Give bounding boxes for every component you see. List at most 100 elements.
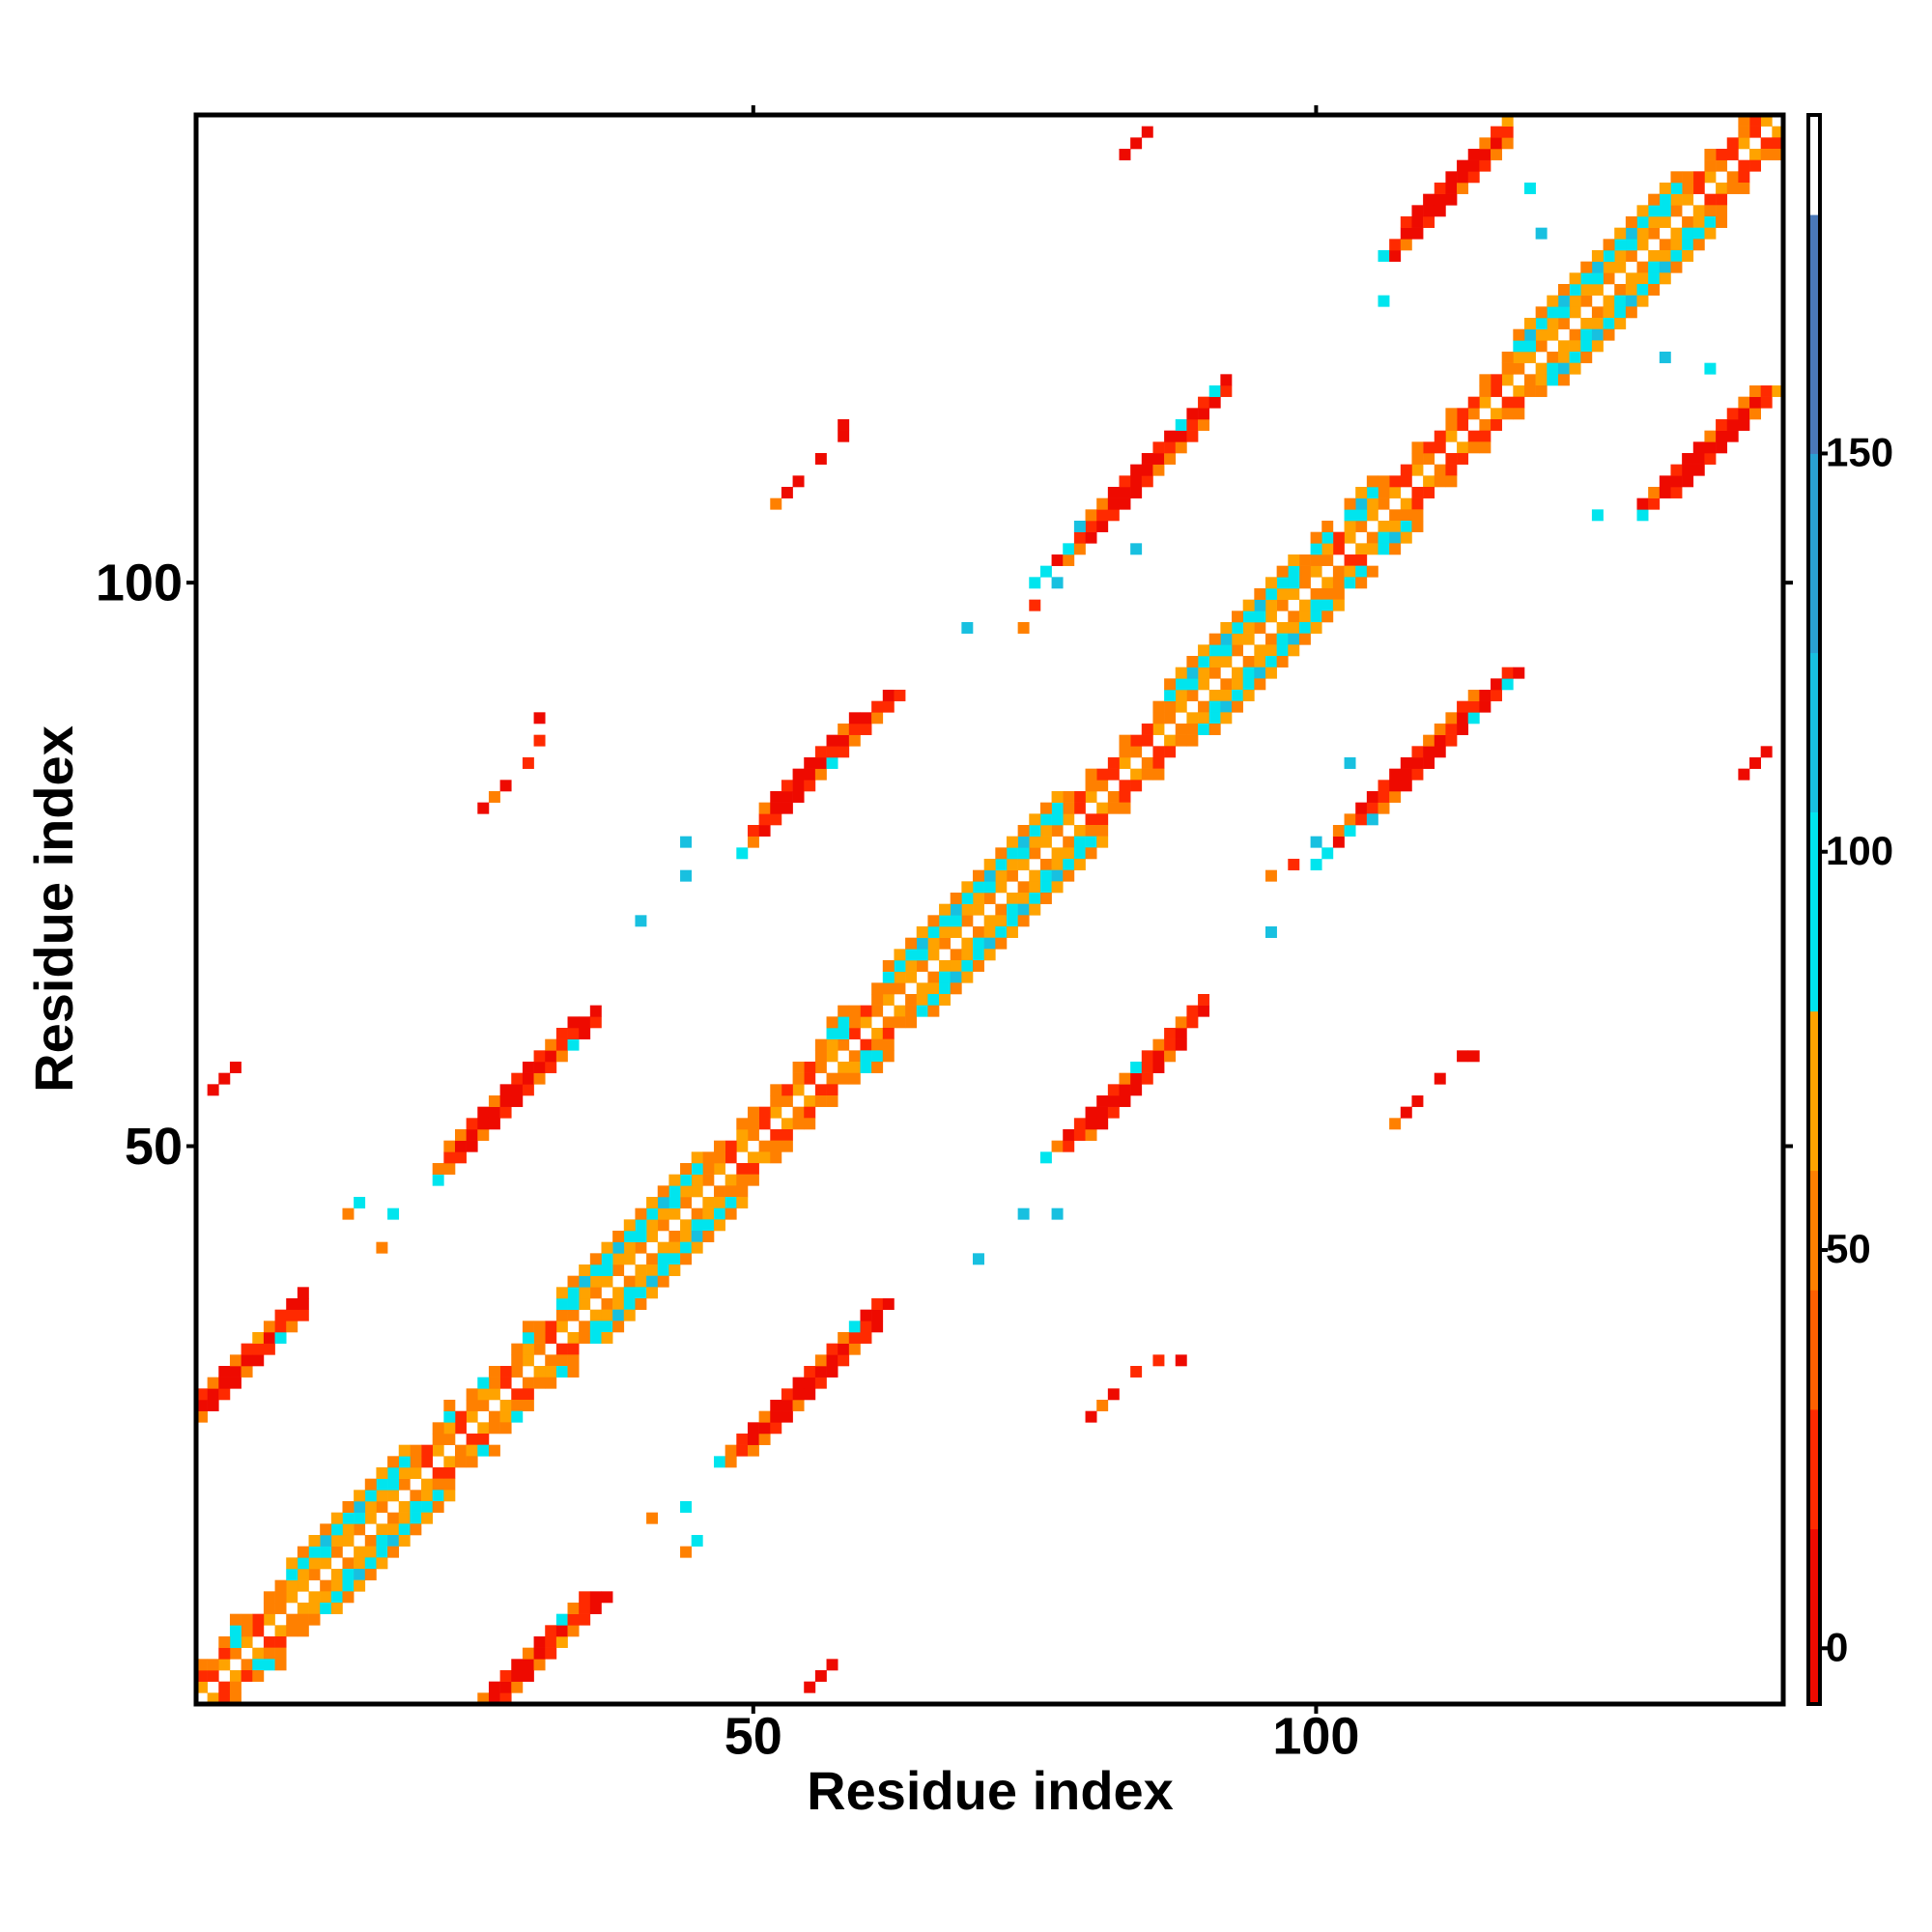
heatmap-cell	[229, 1366, 242, 1378]
heatmap-cell	[1569, 362, 1581, 375]
heatmap-cell	[1479, 385, 1492, 397]
heatmap-cell	[1006, 859, 1018, 870]
heatmap-cell	[736, 1140, 749, 1152]
heatmap-cell	[567, 1366, 580, 1378]
heatmap-cell	[1051, 881, 1064, 894]
heatmap-cell	[894, 690, 906, 701]
heatmap-cell	[555, 1636, 568, 1648]
heatmap-cell	[286, 1298, 298, 1310]
heatmap-cell	[1186, 430, 1199, 442]
heatmap-cell	[860, 1050, 872, 1063]
heatmap-cell	[612, 1298, 625, 1310]
heatmap-cell	[1704, 205, 1717, 217]
heatmap-cell	[555, 1309, 568, 1321]
heatmap-cell	[1704, 149, 1717, 160]
heatmap-cell	[589, 1309, 602, 1321]
heatmap-cell	[555, 1625, 568, 1637]
heatmap-cell	[421, 1456, 434, 1468]
heatmap-cell	[1491, 690, 1502, 701]
heatmap-cell	[691, 1163, 703, 1175]
heatmap-cell	[499, 1670, 512, 1682]
heatmap-cell	[1017, 825, 1030, 837]
heatmap-cell	[1366, 487, 1378, 498]
heatmap-cell	[1467, 159, 1480, 172]
heatmap-cell	[1029, 836, 1041, 848]
heatmap-cell	[1085, 813, 1097, 826]
heatmap-cell	[567, 1625, 580, 1637]
heatmap-cell	[1220, 633, 1233, 645]
heatmap-cell	[1400, 531, 1412, 544]
heatmap-cell	[680, 1253, 693, 1265]
heatmap-cell	[477, 1434, 490, 1445]
heatmap-cell	[1692, 171, 1705, 184]
heatmap-cell	[1547, 374, 1559, 386]
heatmap-cell	[432, 1478, 444, 1491]
heatmap-cell	[668, 1185, 681, 1198]
heatmap-cell	[1152, 441, 1165, 454]
heatmap-cell	[1164, 746, 1177, 758]
heatmap-cell	[1051, 791, 1064, 803]
heatmap-cell	[443, 1410, 456, 1423]
heatmap-cell	[567, 1613, 580, 1626]
heatmap-cell	[983, 881, 996, 894]
heatmap-cell	[1603, 250, 1615, 262]
heatmap-cell	[1298, 577, 1311, 589]
heatmap-cell	[308, 1591, 321, 1604]
heatmap-cell	[1434, 183, 1446, 194]
heatmap-cell	[1389, 239, 1402, 251]
heatmap-cell	[1288, 577, 1300, 589]
heatmap-cell	[1107, 768, 1120, 781]
heatmap-cell	[1535, 362, 1548, 375]
heatmap-cell	[1580, 261, 1593, 273]
heatmap-cell	[1355, 813, 1368, 826]
heatmap-cell	[1659, 475, 1671, 488]
heatmap-cell	[1164, 1038, 1177, 1051]
heatmap-cell	[1591, 284, 1604, 296]
heatmap-cell	[1085, 847, 1097, 860]
heatmap-cell	[668, 1264, 681, 1276]
heatmap-cell	[555, 1354, 568, 1367]
heatmap-cell	[1073, 521, 1086, 532]
heatmap-cell	[950, 903, 962, 916]
heatmap-cell	[443, 1163, 456, 1175]
heatmap-cell	[826, 1659, 838, 1671]
heatmap-cell	[1457, 441, 1469, 454]
heatmap-cell	[1288, 859, 1300, 870]
heatmap-cell	[826, 1095, 838, 1107]
heatmap-cell	[579, 1332, 591, 1344]
heatmap-cell	[286, 1321, 298, 1333]
heatmap-cell	[1400, 768, 1412, 781]
heatmap-cell	[533, 1072, 546, 1085]
heatmap-cell	[1264, 869, 1277, 882]
heatmap-cell	[1130, 734, 1143, 747]
heatmap-cell	[770, 791, 782, 803]
heatmap-cell	[342, 1569, 355, 1580]
heatmap-cell	[1288, 588, 1300, 600]
heatmap-cell	[770, 802, 782, 814]
heatmap-cell	[320, 1546, 332, 1558]
heatmap-cell	[939, 903, 952, 916]
heatmap-cell	[1580, 352, 1593, 363]
heatmap-cell	[308, 1546, 321, 1558]
heatmap-cell	[1726, 149, 1739, 160]
heatmap-cell	[1220, 678, 1233, 691]
heatmap-cell	[511, 1670, 524, 1682]
heatmap-cell	[770, 497, 782, 510]
heatmap-cell	[781, 1084, 793, 1096]
heatmap-cell	[1063, 1140, 1075, 1152]
heatmap-cell	[1670, 487, 1683, 498]
heatmap-cell	[354, 1579, 366, 1592]
heatmap-cell	[488, 1681, 500, 1693]
heatmap-cell	[939, 982, 952, 995]
heatmap-cell	[961, 915, 974, 927]
heatmap-cell	[387, 1467, 400, 1479]
heatmap-cell	[1457, 724, 1469, 735]
heatmap-cell	[1569, 272, 1581, 285]
heatmap-cell	[1682, 171, 1694, 184]
heatmap-cell	[1051, 802, 1064, 814]
heatmap-cell	[804, 768, 816, 781]
heatmap-cell	[973, 960, 984, 972]
heatmap-cell	[792, 475, 805, 488]
heatmap-cell	[691, 1241, 703, 1254]
